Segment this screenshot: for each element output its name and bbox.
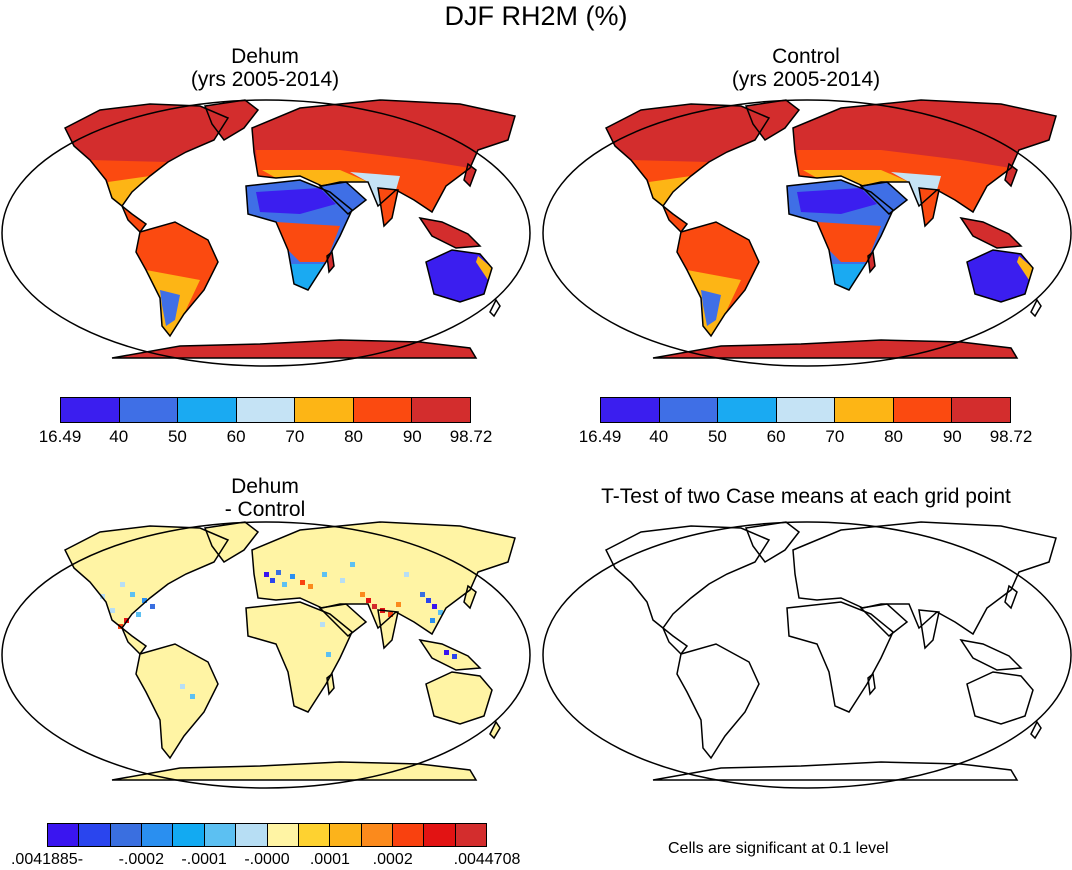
diff-colorbar-tick-label: -.0000 [244,851,290,868]
diff-colorbar-labels: .0041885- -.0002 -.0001 -.0000 .0001 .0002 .00… [11,850,520,870]
rh-colorbar-control-tick-label: 50 [707,427,727,446]
rh-colorbar-control-tick-label: 16.49 [578,427,622,446]
rh-colorbar-dehum-tick-label: 60 [226,427,246,446]
rh-colorbar-dehum-tick-label: 16.49 [38,427,82,446]
rh-colorbar-dehum-tick-label: 98.72 [449,427,493,446]
dehum-title-line1: Dehum [231,45,299,68]
diff-colorbar-swatch [298,824,331,846]
diff-colorbar-tick-label: -.0001 [181,851,227,868]
rh-colorbar-dehum-tick-label: 80 [344,427,364,446]
rh-colorbar-dehum-swatch [236,398,296,422]
figure-title: DJF RH2M (%) [444,1,628,31]
diff-colorbar-tick-label: .0002 [372,851,413,868]
rh-colorbar-control-swatch [835,398,894,422]
rh-colorbar-control-tick-label: 98.72 [989,427,1033,446]
diff-colorbar-swatch [424,824,456,846]
rh-colorbar-dehum-swatch [412,398,471,422]
rh-colorbar-control-swatch [893,398,953,422]
dehum-title-line2: (yrs 2005-2014) [190,68,340,91]
rh-colorbar-control-tick-label: 80 [884,427,904,446]
rh-colorbar-control-labels: 16.49 40 50 60 70 80 90 98.72 [579,427,1033,447]
rh-colorbar-dehum-tick-label: 40 [109,427,129,446]
rh-colorbar-dehum-tick-label: 50 [167,427,187,446]
diff-colorbar-swatch [267,824,299,846]
rh-colorbar-control-swatch [718,398,777,422]
diff-colorbar-swatch [455,824,487,846]
rh-colorbar-dehum-swatch [295,398,354,422]
diff-colorbar-tick-label: .0001 [309,851,350,868]
diff-colorbar-swatch [392,824,425,846]
rh-colorbar-dehum-swatch [353,398,413,422]
diff-colorbar-swatch [142,824,174,846]
dehum-panel-title: Dehum (yrs 2005-2014) [65,45,465,91]
diff-colorbar-swatch [110,824,143,846]
rh-colorbar-control [600,397,1011,423]
rh-colorbar-control-tick-label: 70 [825,427,845,446]
rh-colorbar-dehum-tick-label: 90 [402,427,422,446]
rh-colorbar-control-swatch [776,398,836,422]
rh-colorbar-dehum-tick-label: 70 [285,427,305,446]
rh-colorbar-control-swatch [601,398,660,422]
control-title-line1: Control [772,45,840,68]
rh-colorbar-control-tick-label: 40 [649,427,669,446]
rh-colorbar-control-swatch [659,398,719,422]
diff-colorbar-swatch [361,824,393,846]
control-panel-title: Control (yrs 2005-2014) [606,45,1006,91]
diff-colorbar-tick-label: .0041885- [10,851,84,868]
rh-colorbar-control-swatch [952,398,1011,422]
rh-colorbar-control-tick-label: 90 [942,427,962,446]
diff-colorbar-swatch [330,824,362,846]
ttest-title-line1: T-Test of two Case means at each grid po… [601,485,1011,508]
diff-colorbar-swatch [204,824,237,846]
ttest-significance-note: Cells are significant at 0.1 level [668,840,889,857]
rh-colorbar-dehum-labels: 16.49 40 50 60 70 80 90 98.72 [39,427,493,447]
diff-panel-title: Dehum - Control [65,475,465,521]
diff-colorbar [47,823,487,847]
diff-colorbar-swatch [173,824,205,846]
diff-colorbar-swatch [48,824,80,846]
rh-colorbar-control-tick-label: 60 [766,427,786,446]
diff-colorbar-tick-label: .0044708 [453,851,521,868]
rh-colorbar-dehum-swatch [178,398,237,422]
rh-colorbar-dehum [60,397,471,423]
rh-colorbar-dehum-swatch [119,398,179,422]
diff-title-line2: - Control [224,498,306,521]
diff-title-line1: Dehum [231,475,299,498]
rh-colorbar-dehum-swatch [61,398,120,422]
diff-colorbar-swatch [236,824,268,846]
diff-colorbar-tick-label: -.0002 [118,851,164,868]
diff-colorbar-swatch [79,824,111,846]
ttest-panel-title: T-Test of two Case means at each grid po… [540,485,1072,508]
control-title-line2: (yrs 2005-2014) [731,68,881,91]
